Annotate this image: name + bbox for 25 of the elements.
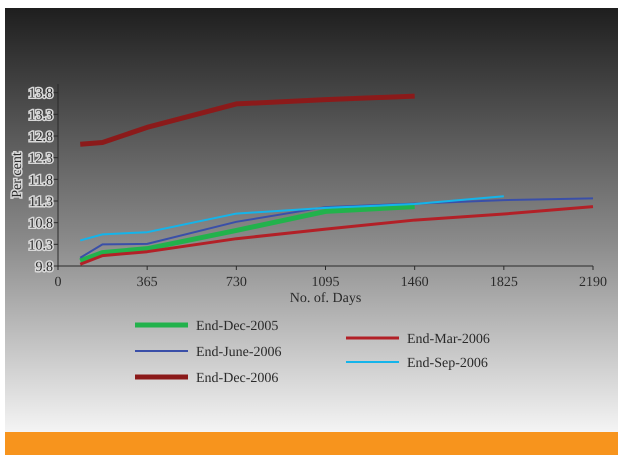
y-axis-title: Per cent [10,152,25,198]
x-axis-title: No. of. Days [290,291,362,306]
x-tick-label: 1825 [490,275,518,290]
x-tick-label: 1460 [400,275,429,290]
x-tick-label: 0 [54,275,62,290]
y-tick-label: 13.8 [28,86,53,102]
legend-label: End-Dec-2006 [196,371,278,386]
y-tick-label: 10.3 [28,238,53,254]
line-series [79,195,505,242]
legend-label: End-Sep-2006 [407,356,488,371]
y-tick-label: 13.3 [28,108,53,124]
x-tick-label: 1095 [312,275,340,290]
x-tick-label: 365 [136,275,158,290]
legend-label: End-June-2006 [196,345,282,360]
line-series [79,197,594,259]
legend-label: End-Dec-2005 [196,319,278,334]
y-tick-label: 11.3 [29,195,53,210]
y-tick-label: 10.8 [28,216,53,232]
y-tick-label: 9.8 [36,260,53,275]
x-tick-label: 2190 [579,275,607,290]
legend-label: End-Mar-2006 [407,332,490,347]
y-tick-label: 11.8 [29,173,53,188]
line-series [78,205,594,266]
y-tick-label: 12.3 [28,152,53,167]
x-tick-label: 730 [226,275,247,290]
